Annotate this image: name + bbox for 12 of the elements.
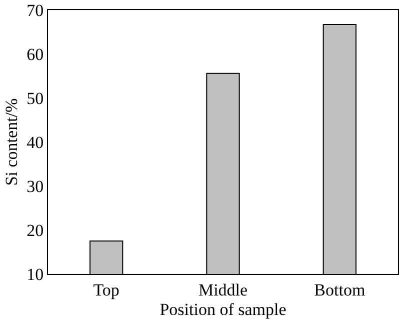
x-tick-label: Bottom — [314, 280, 366, 300]
x-tick-label: Middle — [198, 280, 248, 300]
x-tick-label: Top — [93, 280, 120, 300]
y-tick-label: 30 — [26, 176, 44, 196]
y-tick-label: 40 — [26, 132, 44, 152]
y-tick-label: 70 — [26, 0, 44, 20]
y-tick-label: 50 — [26, 88, 44, 108]
y-tick-label: 20 — [26, 220, 44, 240]
y-tick-label: 10 — [26, 264, 44, 284]
y-tick-label: 60 — [26, 44, 44, 64]
y-axis-title: Si content/% — [2, 98, 22, 186]
x-axis-title: Position of sample — [160, 300, 286, 319]
